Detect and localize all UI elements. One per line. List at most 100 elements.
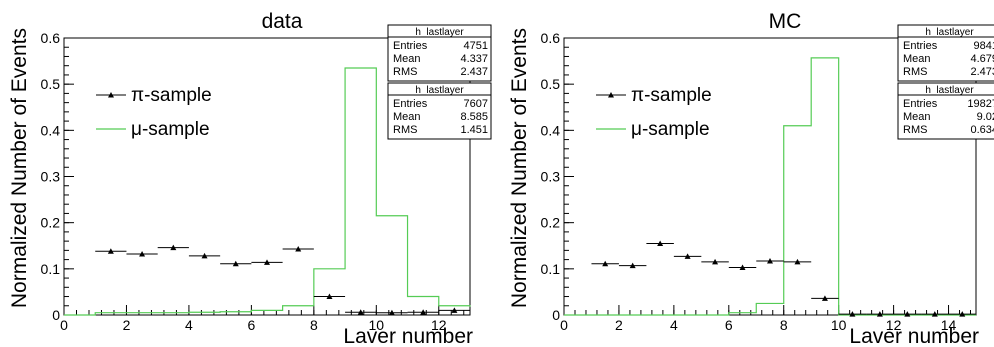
x-axis-label: Laver number bbox=[343, 325, 473, 347]
pi-sample-marker bbox=[931, 311, 938, 317]
chart-panel-data: 0 0.1 0.2 0.3 0.4 0.5 0.6 0 2 4 6 8 10 12 data Laver nu… bbox=[8, 10, 492, 347]
y-tick-label: 0 bbox=[52, 307, 60, 323]
pi-sample-marker bbox=[684, 253, 691, 259]
y-tick-label: 0.3 bbox=[541, 169, 561, 185]
pi-sample-marker bbox=[602, 260, 609, 267]
x-tick-label: 10 bbox=[831, 317, 847, 333]
stat-box-value: 19827 bbox=[967, 98, 994, 110]
pi-sample-marker bbox=[170, 244, 177, 251]
stat-box-value: 0.634 bbox=[970, 124, 994, 136]
chart-title: data bbox=[262, 10, 303, 33]
x-tick-label: 12 bbox=[886, 317, 902, 333]
pi-sample-marker bbox=[232, 260, 239, 267]
stat-box-mu: h_lastlayer Entries 7607 Mean 8.585 RMS 1.451 bbox=[387, 82, 492, 140]
pi-sample-marker bbox=[767, 257, 773, 264]
stat-box-label: RMS bbox=[903, 124, 927, 136]
x-tick-label: 2 bbox=[615, 317, 623, 333]
stat-box-label: Entries bbox=[393, 98, 428, 110]
x-tick-label: 2 bbox=[123, 317, 131, 333]
y-tick-label: 0.2 bbox=[541, 215, 561, 231]
stat-box-label: Entries bbox=[393, 40, 428, 52]
pi-sample-marker bbox=[388, 309, 395, 316]
pi-sample-marker bbox=[794, 258, 801, 265]
stat-box-value: 9.02 bbox=[977, 111, 994, 123]
stat-box-label: Mean bbox=[903, 53, 931, 65]
chart-panel-mc: 0 0.1 0.2 0.3 0.4 0.5 0.6 0 2 4 6 8 10 12 14 MC Laver nu… bbox=[508, 10, 994, 347]
stat-box-label: RMS bbox=[393, 124, 417, 136]
legend-pi-marker bbox=[108, 92, 114, 98]
x-tick-label: 4 bbox=[185, 317, 193, 333]
x-tick-label: 14 bbox=[941, 317, 957, 333]
stat-box-value: 2.473 bbox=[970, 66, 994, 78]
stat-box-pi: h_lastlayer Entries 4751 Mean 4.337 RMS 2.437 bbox=[387, 24, 492, 82]
pi-sample-marker bbox=[107, 248, 114, 254]
y-axis-label: Normalized Number of Events bbox=[8, 28, 31, 308]
x-tick-label: 8 bbox=[780, 317, 788, 333]
y-tick-label: 0.6 bbox=[541, 30, 561, 46]
pi-sample-marker bbox=[849, 311, 856, 317]
mu-sample-histogram bbox=[64, 67, 471, 316]
x-tick-label: 10 bbox=[369, 317, 385, 333]
stat-box-value: 9841 bbox=[974, 40, 994, 52]
y-tick-label: 0.2 bbox=[41, 215, 61, 231]
stat-box-value: 4.679 bbox=[970, 53, 994, 65]
stat-box-pi: h_lastlayer Entries 9841 Mean 4.679 RMS 2.473 bbox=[897, 24, 994, 82]
stat-box-frame bbox=[897, 82, 994, 140]
y-tick-label: 0.1 bbox=[41, 261, 61, 277]
pi-sample-marker bbox=[821, 295, 828, 301]
stat-box-title: h_lastlayer bbox=[415, 85, 464, 96]
stat-box-label: Mean bbox=[393, 111, 421, 123]
stat-box-value: 1.451 bbox=[460, 124, 488, 136]
stat-box-value: 8.585 bbox=[460, 111, 488, 123]
x-tick-label: 6 bbox=[247, 317, 255, 333]
stat-box-frame bbox=[387, 24, 492, 82]
stat-box-label: RMS bbox=[903, 66, 927, 78]
stat-box-label: Mean bbox=[393, 53, 421, 65]
stat-box-label: RMS bbox=[393, 66, 417, 78]
pi-sample-marker bbox=[657, 240, 664, 246]
stat-box-title: h_lastlayer bbox=[925, 85, 974, 96]
y-tick-label: 0.5 bbox=[541, 76, 561, 92]
pi-sample-marker bbox=[739, 264, 746, 270]
stat-box-label: Mean bbox=[903, 111, 931, 123]
y-tick-label: 0.4 bbox=[41, 122, 61, 138]
y-tick-label: 0.6 bbox=[41, 30, 61, 46]
chart-title: MC bbox=[769, 10, 802, 33]
legend-pi-marker bbox=[608, 92, 614, 98]
stat-box-label: Entries bbox=[903, 98, 938, 110]
pi-sample-marker bbox=[201, 252, 208, 259]
x-tick-label: 6 bbox=[725, 317, 733, 333]
y-tick-label: 0.5 bbox=[41, 76, 61, 92]
stat-box-title: h_lastlayer bbox=[415, 27, 464, 38]
stat-box-frame bbox=[387, 82, 492, 140]
pi-sample-marker bbox=[959, 311, 966, 317]
y-tick-label: 0.1 bbox=[541, 261, 561, 277]
y-axis-label: Normalized Number of Events bbox=[508, 28, 531, 308]
legend-mu-label: μ-sample bbox=[131, 119, 210, 140]
pi-sample-marker bbox=[264, 259, 270, 265]
pi-sample-marker bbox=[629, 262, 636, 269]
stat-box-label: Entries bbox=[903, 40, 938, 52]
stat-box-value: 4751 bbox=[464, 40, 488, 52]
legend-mu-label: μ-sample bbox=[631, 119, 710, 140]
pi-sample-marker bbox=[451, 307, 458, 313]
pi-sample-marker bbox=[420, 309, 427, 315]
mu-sample-histogram bbox=[564, 57, 976, 316]
pi-sample-marker bbox=[295, 245, 302, 252]
pi-sample-marker bbox=[712, 258, 719, 265]
x-tick-label: 0 bbox=[60, 317, 68, 333]
x-tick-label: 4 bbox=[670, 317, 678, 333]
pi-sample-marker bbox=[326, 293, 333, 300]
stat-box-title: h_lastlayer bbox=[925, 27, 974, 38]
x-tick-label: 0 bbox=[560, 317, 568, 333]
pi-sample-marker bbox=[904, 311, 911, 317]
pi-sample-marker bbox=[139, 251, 146, 257]
y-tick-label: 0.4 bbox=[541, 122, 561, 138]
x-axis-label: Laver number bbox=[849, 325, 979, 347]
y-tick-label: 0.3 bbox=[41, 169, 61, 185]
y-tick-label: 0 bbox=[552, 307, 560, 323]
stat-box-value: 4.337 bbox=[460, 53, 488, 65]
x-tick-label: 8 bbox=[310, 317, 318, 333]
pi-sample-marker bbox=[357, 309, 364, 315]
